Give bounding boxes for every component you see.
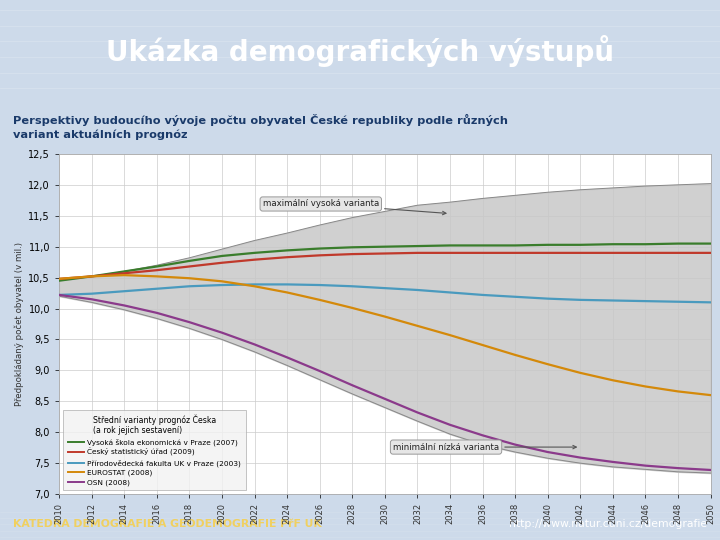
- Legend: Vysoká škola ekonomická v Praze (2007), Český statistický úřad (2009), Přírodově: Vysoká škola ekonomická v Praze (2007), …: [63, 410, 246, 490]
- Text: Perspektivy budoucího vývoje počtu obyvatel České republiky podle různých
varian: Perspektivy budoucího vývoje počtu obyva…: [13, 114, 508, 140]
- Y-axis label: Předpokládaný počet obyvatel (v mil.): Předpokládaný počet obyvatel (v mil.): [14, 242, 24, 406]
- Text: minimální nízká varianta: minimální nízká varianta: [393, 443, 576, 451]
- Text: http://www.natur.cuni.cz/demografie: http://www.natur.cuni.cz/demografie: [509, 519, 707, 529]
- Text: KATEDRA DEMOGRAFIE A GEODEMOGRAFIE PřF UK: KATEDRA DEMOGRAFIE A GEODEMOGRAFIE PřF U…: [13, 519, 322, 529]
- Text: Ukázka demografických výstupů: Ukázka demografických výstupů: [106, 35, 614, 67]
- Text: maximální vysoká varianta: maximální vysoká varianta: [263, 199, 446, 215]
